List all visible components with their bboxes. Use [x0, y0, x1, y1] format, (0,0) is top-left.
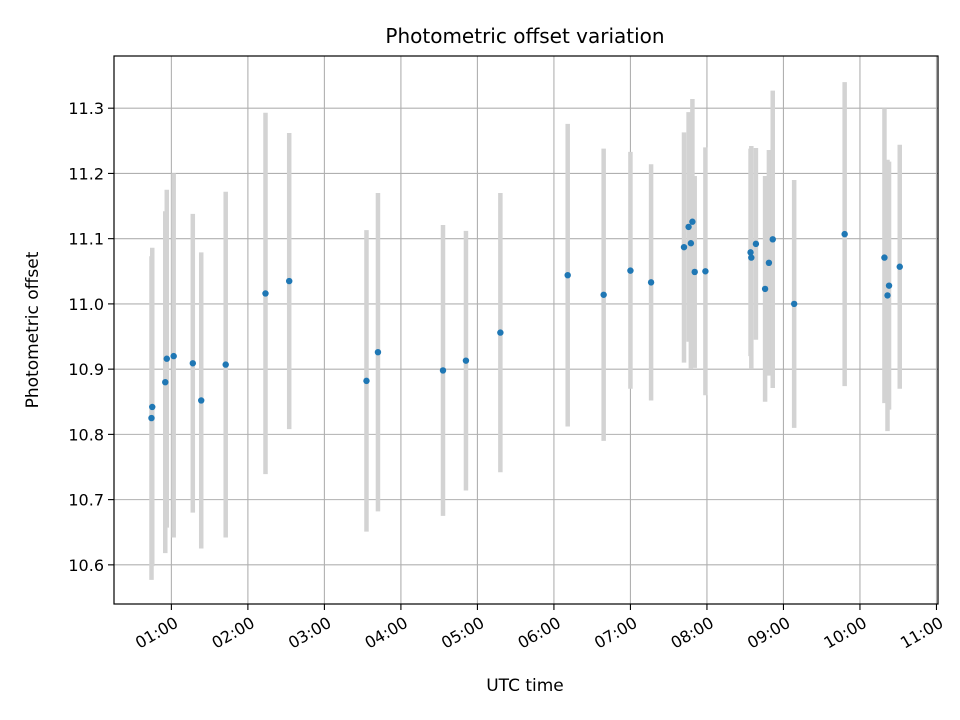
y-axis-label: Photometric offset: [23, 251, 43, 408]
data-point: [885, 282, 893, 289]
chart-title: Photometric offset variation: [385, 24, 664, 48]
data-point: [647, 279, 655, 286]
data-point: [374, 348, 382, 356]
data-point: [439, 367, 447, 374]
data-point: [881, 254, 888, 261]
plot-frame: [113, 55, 939, 605]
y-tick-label: 11.0: [68, 295, 104, 314]
data-point: [896, 263, 903, 270]
y-axis-ticks: 10.6 10.7 10.8 10.9 11.0 11.1 11.2 11.3: [68, 99, 114, 575]
y-tick-label: 11.1: [68, 230, 104, 249]
data-point: [752, 240, 760, 248]
y-tick-label: 10.7: [68, 491, 104, 510]
data-point: [841, 230, 848, 238]
data-point: [702, 268, 709, 275]
y-tick-label: 11.2: [68, 164, 104, 183]
data-point: [286, 277, 293, 285]
y-tick-label: 10.8: [68, 425, 104, 444]
data-point: [262, 290, 269, 297]
data-point: [627, 267, 634, 274]
y-tick-label: 10.9: [68, 360, 104, 379]
data-point: [689, 218, 696, 225]
data-point: [600, 291, 607, 298]
data-point: [790, 300, 798, 308]
data-point: [462, 357, 470, 364]
data-point: [163, 355, 170, 362]
data-point: [497, 329, 504, 336]
data-point: [747, 249, 754, 256]
data-point: [748, 254, 755, 261]
data-point: [564, 272, 571, 279]
data-point: [149, 403, 156, 411]
data-point: [198, 397, 205, 404]
data-point: [685, 223, 692, 231]
y-tick-label: 11.3: [68, 99, 104, 118]
x-axis-label: UTC time: [486, 676, 564, 696]
data-points: [148, 218, 903, 422]
data-point: [363, 377, 370, 385]
data-point: [222, 361, 229, 368]
y-tick-label: 10.6: [68, 556, 104, 575]
data-point: [691, 268, 698, 276]
data-point: [170, 352, 177, 360]
data-point: [769, 236, 776, 243]
data-point: [148, 414, 155, 422]
data-point: [761, 285, 769, 293]
data-point: [189, 360, 197, 367]
data-point: [765, 259, 773, 267]
data-point: [687, 240, 695, 247]
data-point: [162, 378, 169, 386]
data-point: [884, 292, 891, 299]
data-point: [680, 243, 688, 251]
